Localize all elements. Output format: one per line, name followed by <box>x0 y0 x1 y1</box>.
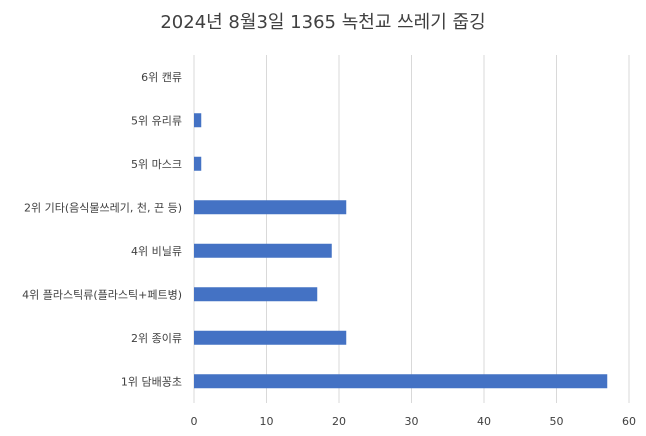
category-label: 4위 비닐류 <box>131 245 182 258</box>
x-tick-label: 20 <box>332 415 346 428</box>
x-tick-label: 60 <box>622 415 636 428</box>
category-label: 1위 담배꽁초 <box>121 375 182 388</box>
category-label: 5위 유리류 <box>131 114 182 127</box>
bars <box>194 113 608 389</box>
category-label: 5위 마스크 <box>131 158 182 171</box>
bar <box>194 243 332 258</box>
x-tick-label: 40 <box>477 415 491 428</box>
bar <box>194 374 608 389</box>
x-tick-label: 50 <box>550 415 564 428</box>
category-label: 6위 캔류 <box>141 71 182 84</box>
bar <box>194 156 202 171</box>
bar <box>194 287 318 302</box>
category-label: 2위 종이류 <box>131 332 182 345</box>
x-tick-label: 0 <box>191 415 198 428</box>
gridlines <box>193 55 630 403</box>
x-tick-label: 10 <box>260 415 274 428</box>
bar <box>194 113 202 128</box>
x-tick-label: 30 <box>405 415 419 428</box>
x-axis-tick-labels: 0 10 20 30 40 50 60 <box>191 415 637 428</box>
category-label: 4위 플라스틱류(플라스틱+페트병) <box>22 288 182 301</box>
bar <box>194 330 347 345</box>
category-labels: 6위 캔류 5위 유리류 5위 마스크 2위 기타(음식물쓰레기, 천, 끈 등) 4위… <box>22 71 182 389</box>
category-label: 2위 기타(음식물쓰레기, 천, 끈 등) <box>24 200 182 214</box>
chart-title: 2024년 8월3일 1365 녹천교 쓰레기 줍깅 <box>160 12 485 33</box>
bar <box>194 200 347 215</box>
